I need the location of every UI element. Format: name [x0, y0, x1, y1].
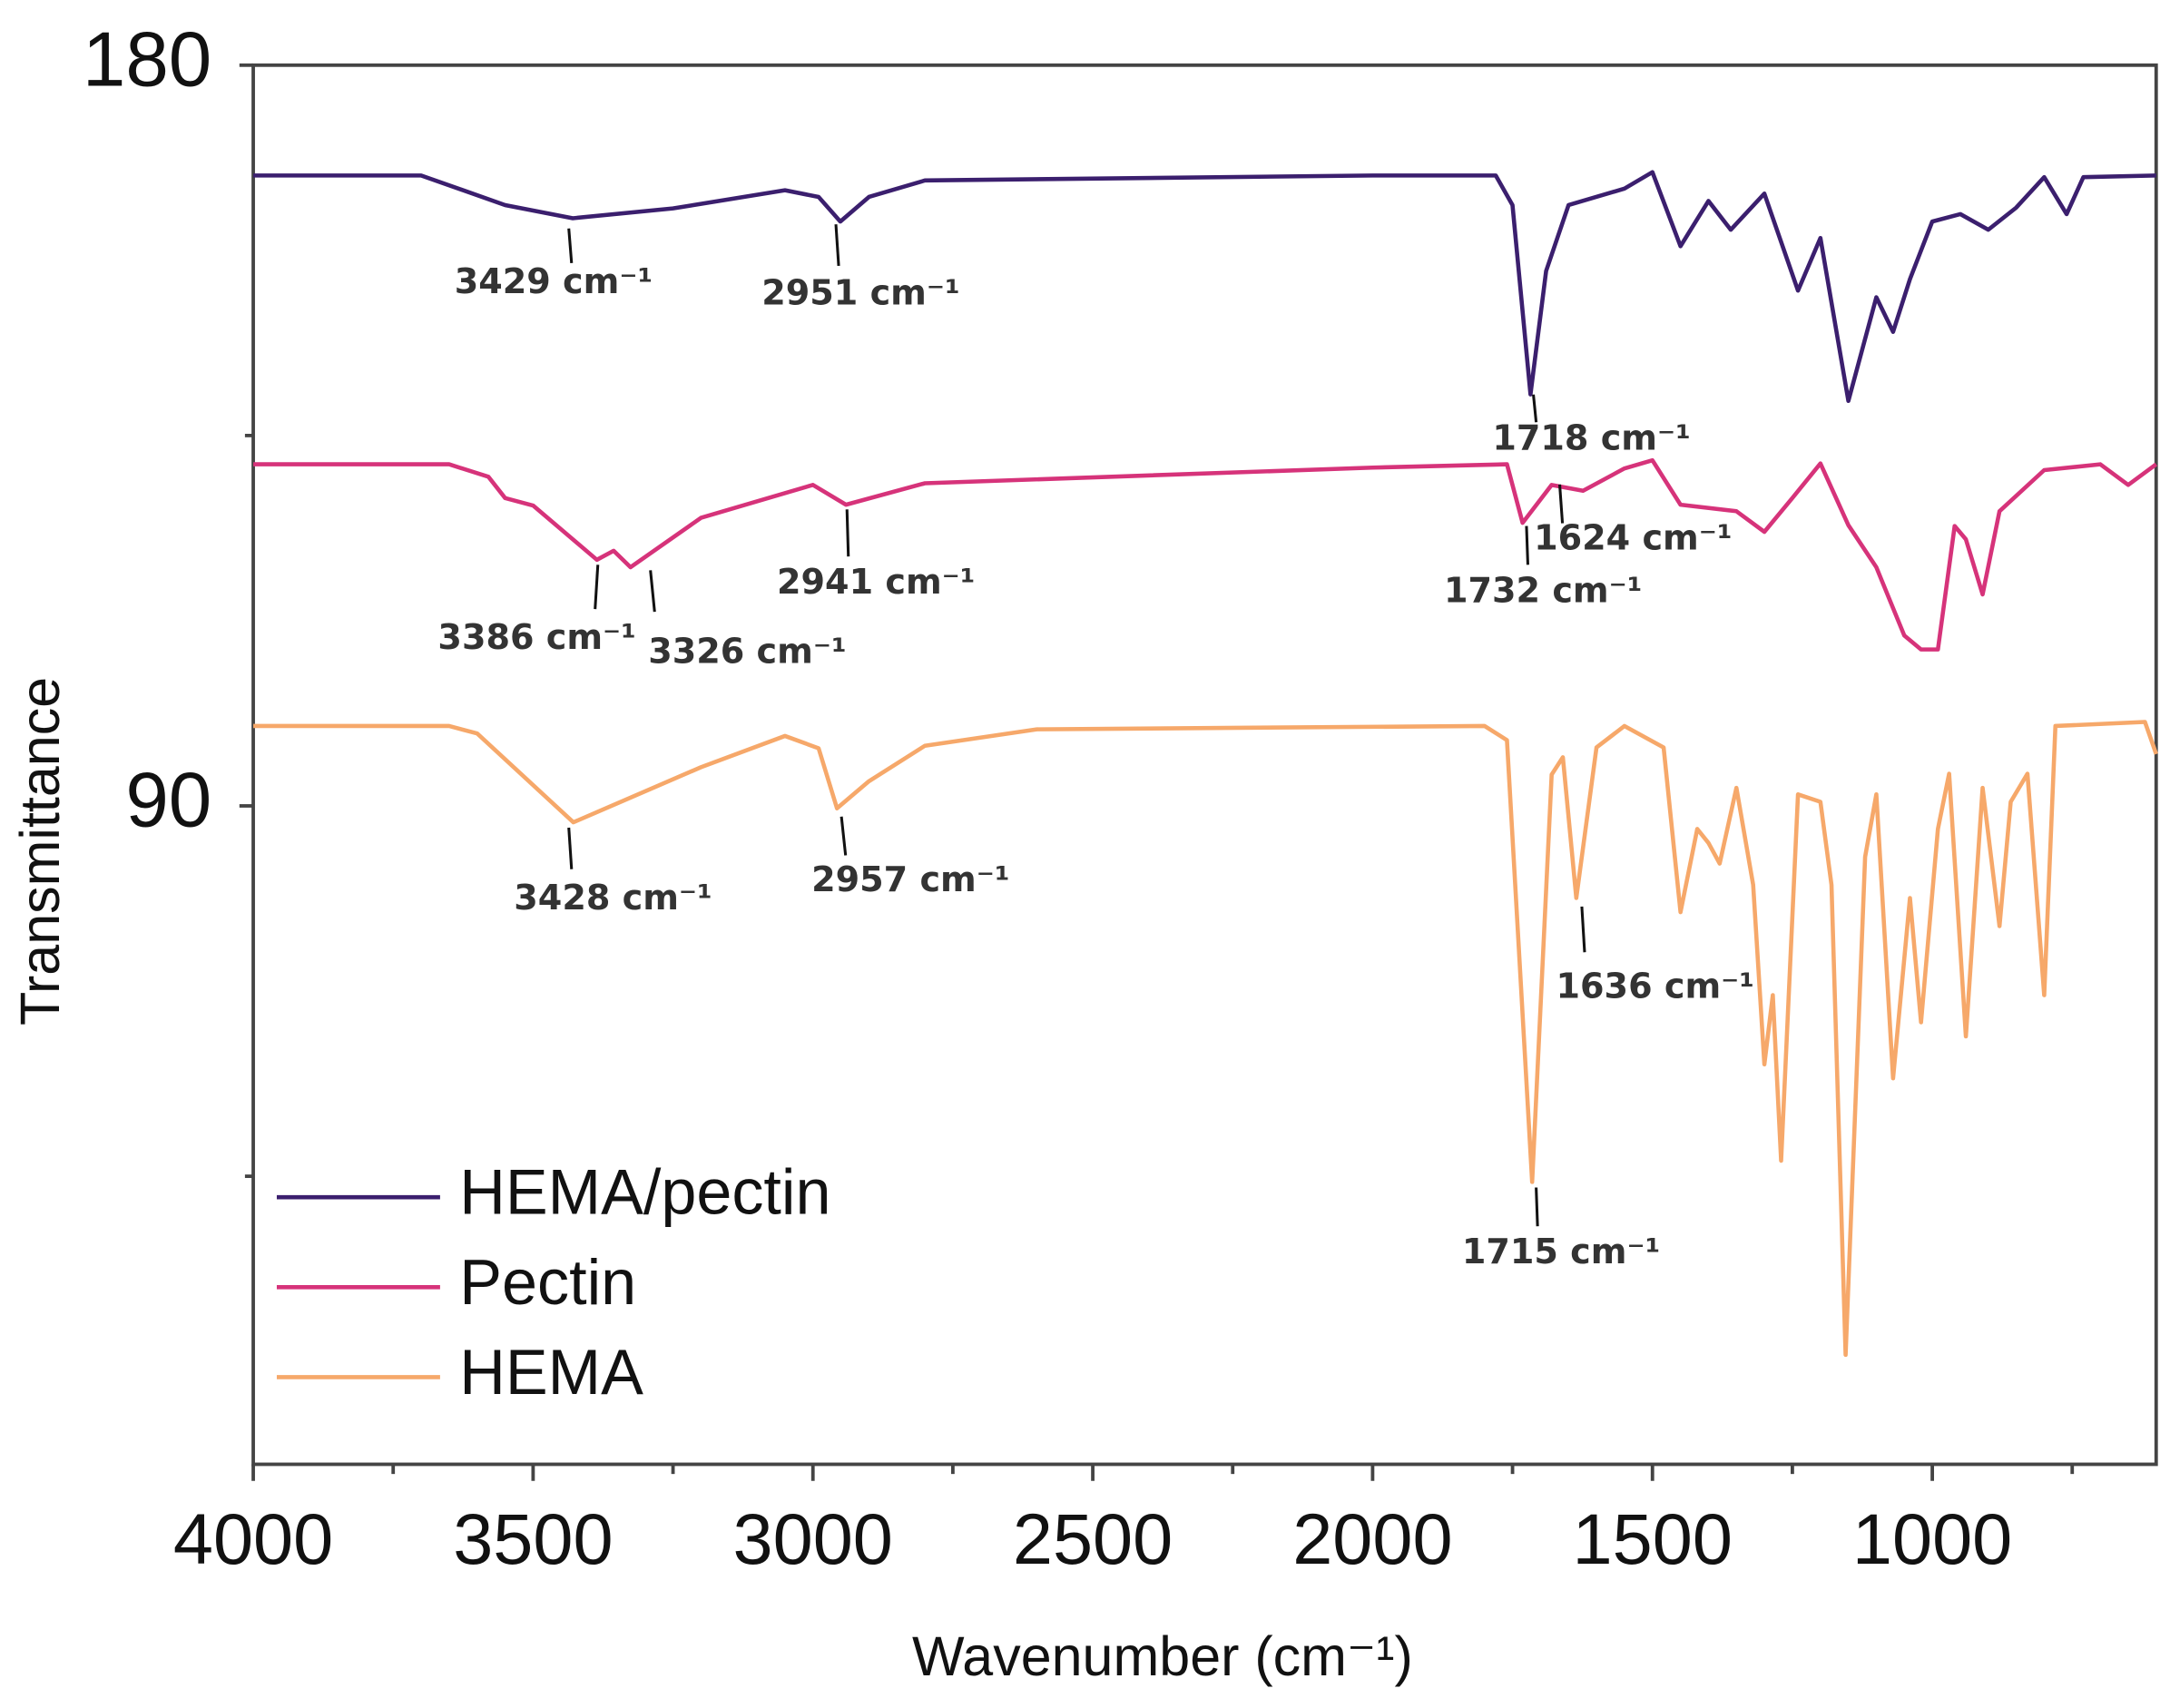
series-line	[253, 457, 2158, 652]
annotation-leader	[1532, 394, 1538, 423]
x-tick-label: 1500	[1573, 1498, 1733, 1579]
series-line	[253, 170, 2156, 404]
annotation-leader	[567, 228, 574, 264]
x-tick-label: 1000	[1852, 1498, 2012, 1579]
legend-label: HEMA/pectin	[459, 1157, 830, 1228]
x-axis-label: Wavenumber (cm⁻¹)	[912, 1625, 1413, 1687]
annotation-leader	[1558, 484, 1565, 524]
annotation: 3428 cm⁻¹	[514, 878, 712, 918]
x-tick-label: 3000	[733, 1498, 893, 1579]
y-tick-label: 90	[125, 758, 211, 844]
annotation: 1718 cm⁻¹	[1492, 418, 1690, 458]
x-tick-label: 3500	[453, 1498, 613, 1579]
annotation: 2951 cm⁻¹	[761, 272, 959, 312]
series-line	[253, 720, 2158, 1358]
annotation-leader	[1580, 906, 1586, 953]
annotation-leader	[1535, 1187, 1539, 1227]
annotation: 3386 cm⁻¹	[437, 617, 635, 657]
x-tick-label: 2500	[1013, 1498, 1173, 1579]
annotation: 3429 cm⁻¹	[455, 261, 653, 301]
x-tick-label: 4000	[173, 1498, 333, 1579]
annotation: 2957 cm⁻¹	[811, 859, 1009, 899]
annotation-leader	[834, 224, 840, 267]
annotation-leader	[594, 564, 600, 610]
plot-frame	[251, 63, 2158, 1467]
annotation: 1624 cm⁻¹	[1534, 517, 1732, 557]
annotation: 1732 cm⁻¹	[1444, 570, 1642, 610]
legend-label: HEMA	[459, 1337, 643, 1408]
annotation: 1636 cm⁻¹	[1556, 966, 1754, 1006]
annotation-leader	[649, 570, 656, 613]
annotation: 3326 cm⁻¹	[648, 631, 846, 671]
x-tick-label: 2000	[1292, 1498, 1452, 1579]
legend-label: Pectin	[459, 1247, 636, 1318]
y-tick-label: 180	[83, 16, 211, 103]
annotation-leader	[840, 816, 848, 856]
y-axis-label: Transmittance	[9, 677, 71, 1026]
annotation: 2941 cm⁻¹	[777, 562, 975, 602]
annotation: 1715 cm⁻¹	[1462, 1232, 1660, 1271]
annotation-leader	[567, 827, 574, 869]
annotation-leader	[845, 509, 850, 557]
annotation-leader	[1525, 525, 1529, 565]
